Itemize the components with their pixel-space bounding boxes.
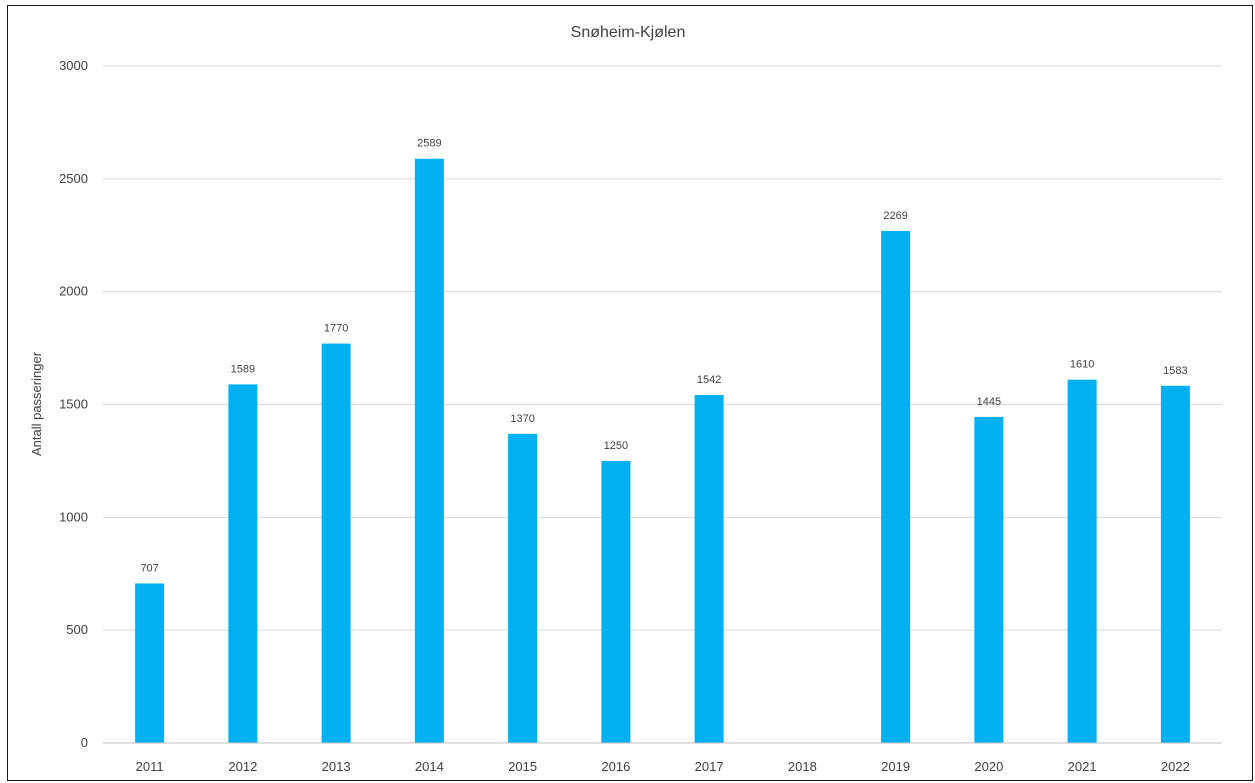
x-tick-label: 2019 [881, 759, 910, 774]
bar-2011 [135, 583, 165, 743]
x-tick-label: 2011 [136, 759, 164, 774]
bar-2014 [414, 158, 444, 743]
data-label-2015: 1370 [510, 413, 534, 425]
x-tick-label: 2021 [1068, 759, 1097, 774]
gridlines [103, 65, 1222, 631]
bar-2021 [1067, 379, 1097, 743]
data-labels: 707 1589 1770 2589 1370 1250 1542 2269 1445 1610 1… [140, 138, 1187, 575]
x-tick-label: 2020 [974, 759, 1003, 774]
y-tick-label: 3000 [59, 58, 88, 73]
data-label-2020: 1445 [977, 396, 1001, 408]
y-tick-label: 0 [81, 735, 88, 750]
x-tick-label: 2017 [695, 759, 724, 774]
y-tick-label: 2000 [59, 284, 88, 299]
bar-2012 [228, 384, 258, 743]
y-tick-label: 1000 [59, 509, 88, 524]
y-tick-label: 500 [66, 622, 88, 637]
data-label-2014: 2589 [417, 138, 441, 150]
x-tick-label: 2016 [601, 759, 630, 774]
data-label-2013: 1770 [324, 323, 348, 335]
data-label-2019: 2269 [883, 210, 907, 222]
x-tick-label: 2018 [788, 759, 817, 774]
x-tick-label: 2014 [415, 759, 444, 774]
x-tick-labels: 2011 2012 2013 2014 2015 2016 2017 2018 2019 2020… [136, 759, 1190, 774]
bars [135, 158, 1190, 743]
bar-2020 [974, 416, 1004, 743]
data-label-2012: 1589 [231, 363, 255, 375]
data-label-2016: 1250 [604, 440, 628, 452]
x-tick-label: 2013 [322, 759, 351, 774]
x-tick-label: 2022 [1161, 759, 1190, 774]
x-tick-label: 2015 [508, 759, 537, 774]
x-tick-label: 2012 [228, 759, 257, 774]
bar-2019 [881, 230, 911, 743]
bar-2017 [694, 395, 724, 743]
bar-2015 [508, 433, 538, 743]
bar-2013 [321, 343, 351, 743]
y-tick-labels: 0 500 1000 1500 2000 2500 3000 [59, 58, 88, 750]
data-label-2022: 1583 [1163, 365, 1187, 377]
data-label-2011: 707 [140, 562, 158, 574]
y-axis-label: Antall passeringer [29, 351, 44, 456]
y-tick-label: 1500 [59, 397, 88, 412]
bar-2016 [601, 460, 631, 743]
bar-2022 [1160, 385, 1190, 743]
data-label-2017: 1542 [697, 374, 721, 386]
data-label-2021: 1610 [1070, 359, 1094, 371]
chart-title: Snøheim-Kjølen [571, 24, 686, 41]
y-tick-label: 2500 [59, 171, 88, 186]
